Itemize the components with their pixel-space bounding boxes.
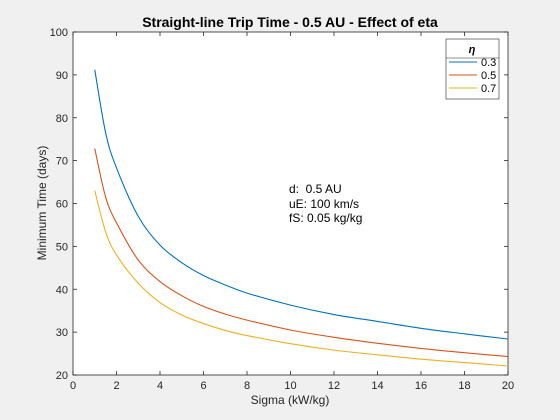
x-axis-label: Sigma (kW/kg) bbox=[251, 393, 330, 407]
legend-title: η bbox=[469, 44, 476, 56]
annotation-structure-fraction: fS: 0.05 kg/kg bbox=[289, 211, 362, 225]
y-tick-label: 60 bbox=[56, 199, 68, 211]
x-tick-label: 10 bbox=[284, 380, 296, 392]
series-line-eta-0.7 bbox=[94, 190, 509, 367]
y-tick-label: 90 bbox=[56, 70, 68, 82]
y-tick-label: 80 bbox=[56, 113, 68, 125]
series-lines bbox=[94, 69, 509, 367]
y-tick-label: 40 bbox=[56, 284, 68, 296]
plot-area bbox=[72, 31, 509, 376]
chart-title: Straight-line Trip Time - 0.5 AU - Effec… bbox=[142, 14, 438, 30]
legend-label: 0.3 bbox=[481, 57, 496, 69]
y-axis-label: Minimum Time (days) bbox=[35, 146, 49, 261]
y-axis: 20 30 40 50 60 70 80 90 100 bbox=[50, 27, 508, 382]
y-tick-label: 50 bbox=[56, 241, 68, 253]
x-tick-label: 6 bbox=[200, 380, 206, 392]
x-axis: 0 2 4 6 8 10 12 14 16 18 20 bbox=[70, 32, 514, 392]
x-tick-label: 14 bbox=[371, 380, 383, 392]
legend-box bbox=[445, 38, 500, 100]
x-tick-label: 16 bbox=[415, 380, 427, 392]
y-tick-label: 70 bbox=[56, 156, 68, 168]
x-tick-label: 12 bbox=[328, 380, 340, 392]
series-line-eta-0.5 bbox=[94, 148, 509, 358]
x-tick-label: 18 bbox=[458, 380, 470, 392]
y-tick-label: 30 bbox=[56, 327, 68, 339]
x-tick-label: 20 bbox=[502, 380, 514, 392]
y-tick-label: 100 bbox=[50, 27, 68, 39]
annotation-distance: d: 0.5 AU bbox=[289, 182, 342, 196]
legend: η 0.30.50.7 bbox=[445, 38, 500, 100]
legend-label: 0.7 bbox=[481, 83, 496, 95]
legend-entries: 0.30.50.7 bbox=[449, 57, 496, 95]
series-line-eta-0.3 bbox=[94, 69, 509, 340]
annotation-exhaust-velocity: uE: 100 km/s bbox=[289, 197, 359, 211]
y-tick-label: 20 bbox=[56, 370, 68, 382]
x-tick-label: 4 bbox=[157, 380, 163, 392]
legend-label: 0.5 bbox=[481, 70, 496, 82]
x-tick-label: 0 bbox=[70, 380, 76, 392]
x-tick-label: 2 bbox=[113, 380, 119, 392]
x-tick-label: 8 bbox=[244, 380, 250, 392]
annotation-block: d: 0.5 AU uE: 100 km/s fS: 0.05 kg/kg bbox=[289, 182, 362, 225]
